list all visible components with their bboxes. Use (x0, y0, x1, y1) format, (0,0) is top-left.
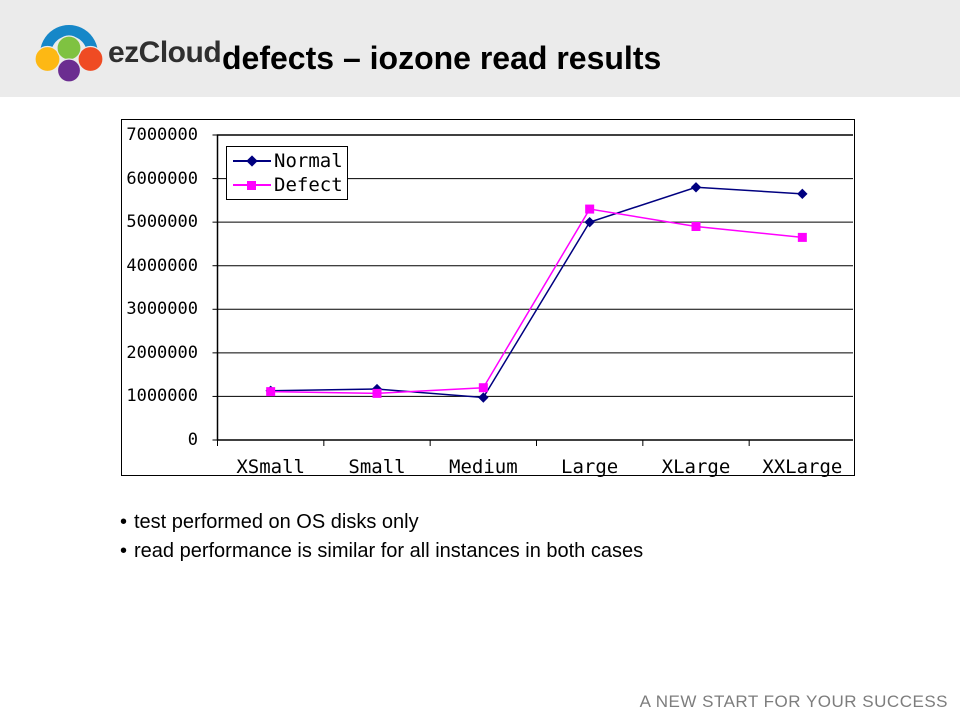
data-point-defect (797, 232, 807, 242)
data-point-normal (690, 182, 702, 193)
bullet-item: • read performance is similar for all in… (120, 537, 643, 566)
iozone-read-chart: 0 1000000 2000000 3000000 4000000 5000000 6000… (121, 119, 855, 477)
bullet-dot: • (120, 540, 128, 562)
header-band: ezCloud defects – iozone read results (0, 0, 960, 97)
data-point-defect (372, 388, 382, 398)
data-point-normal (797, 188, 808, 200)
footer-tagline: A NEW START FOR YOUR SUCCESS (639, 692, 948, 711)
page-title: defects – iozone read results (222, 40, 662, 76)
bullet-text: test performed on OS disks only (134, 511, 419, 533)
data-point-defect (266, 387, 276, 397)
data-point-normal (584, 216, 595, 228)
ezcloud-logo-icon (34, 25, 104, 83)
legend-marker-icon (233, 155, 271, 167)
series-line-normal (270, 186, 803, 399)
series-line-defect (270, 208, 803, 395)
chart-legend: Normal Defect (226, 146, 348, 200)
logo-text: ezCloud (108, 36, 222, 69)
bullet-item: • test performed on OS disks only (120, 508, 643, 537)
legend-item-defect: Defect (227, 173, 347, 197)
data-point-normal (478, 392, 489, 403)
bullet-text: read performance is similar for all inst… (134, 540, 644, 562)
legend-label: Defect (274, 174, 343, 196)
data-point-defect (478, 383, 488, 393)
legend-marker-icon (233, 179, 271, 191)
bullet-list: • test performed on OS disks only • read… (120, 508, 643, 566)
data-point-defect (691, 222, 701, 231)
data-point-defect (585, 204, 595, 214)
bullet-dot: • (120, 511, 128, 533)
legend-item-normal: Normal (227, 149, 347, 173)
legend-label: Normal (274, 150, 343, 172)
